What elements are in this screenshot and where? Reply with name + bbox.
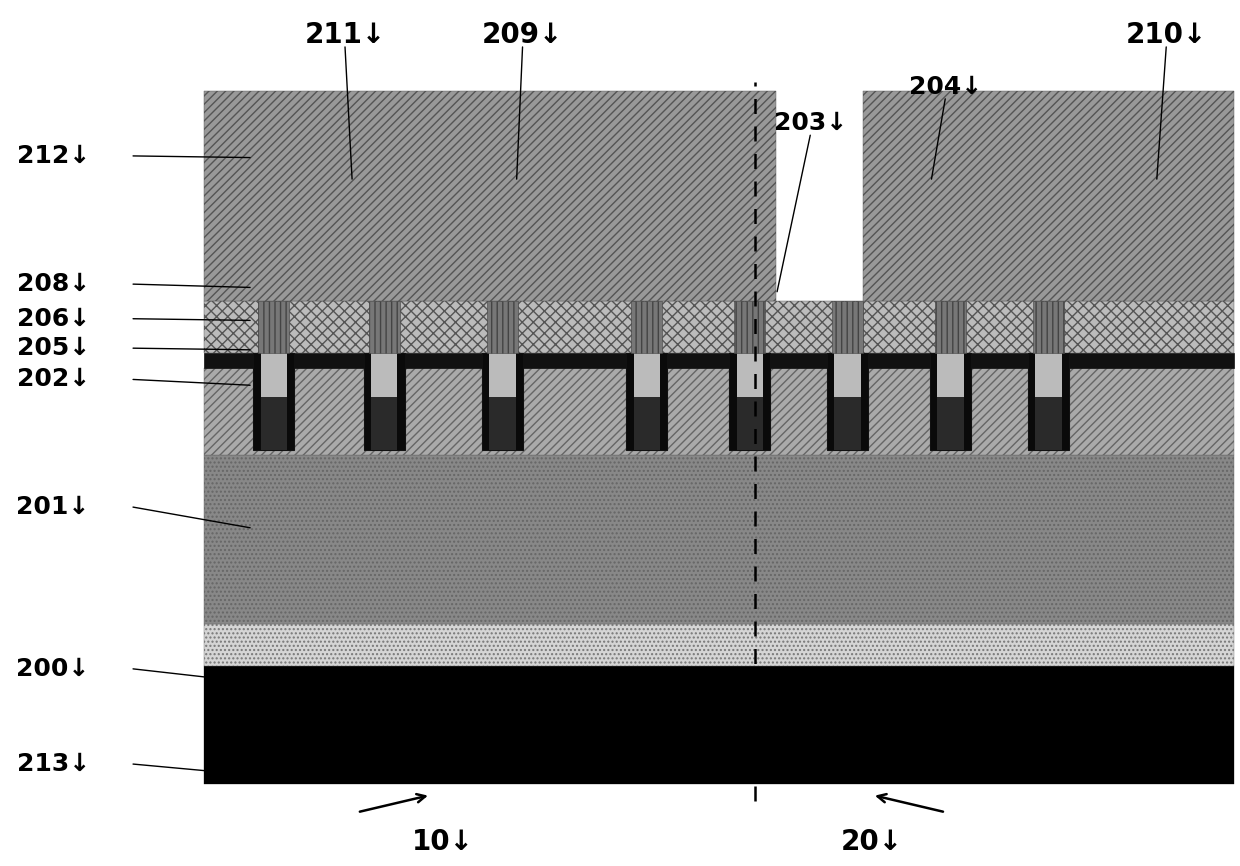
Bar bbox=[935, 301, 966, 352]
Bar bbox=[737, 397, 763, 450]
Bar bbox=[827, 352, 868, 450]
Bar bbox=[930, 352, 971, 450]
Bar bbox=[634, 352, 660, 397]
Text: 201↓: 201↓ bbox=[16, 494, 89, 519]
Text: 10↓: 10↓ bbox=[412, 828, 474, 856]
Bar bbox=[482, 352, 523, 450]
Bar bbox=[487, 301, 518, 352]
Text: 213↓: 213↓ bbox=[16, 752, 89, 776]
Bar bbox=[258, 301, 289, 352]
Bar bbox=[203, 368, 1234, 455]
Bar bbox=[937, 352, 963, 397]
Text: 206↓: 206↓ bbox=[16, 307, 89, 331]
Bar bbox=[490, 352, 516, 397]
Bar bbox=[631, 301, 662, 352]
Text: 200↓: 200↓ bbox=[16, 656, 89, 681]
Bar bbox=[1035, 397, 1061, 450]
Bar bbox=[371, 397, 397, 450]
Bar bbox=[634, 397, 660, 450]
Bar bbox=[260, 352, 288, 397]
Bar bbox=[937, 397, 963, 450]
Bar bbox=[371, 352, 397, 397]
Bar bbox=[734, 301, 765, 352]
Bar bbox=[626, 352, 667, 450]
Bar bbox=[203, 91, 775, 301]
Bar bbox=[832, 301, 863, 352]
Text: 205↓: 205↓ bbox=[16, 336, 89, 360]
Text: 210↓: 210↓ bbox=[1126, 21, 1207, 48]
Text: 202↓: 202↓ bbox=[16, 367, 89, 391]
Bar bbox=[203, 352, 1234, 368]
Bar bbox=[368, 301, 399, 352]
Bar bbox=[835, 352, 861, 397]
Bar bbox=[737, 352, 763, 397]
Bar bbox=[1033, 301, 1064, 352]
Text: 212↓: 212↓ bbox=[16, 144, 89, 168]
Bar bbox=[729, 352, 770, 450]
Text: 204↓: 204↓ bbox=[909, 74, 982, 99]
Bar bbox=[363, 352, 404, 450]
Bar bbox=[260, 397, 288, 450]
Bar bbox=[203, 666, 1234, 784]
Text: 211↓: 211↓ bbox=[304, 21, 386, 48]
Bar bbox=[1035, 352, 1061, 397]
Bar bbox=[203, 666, 1234, 784]
Bar bbox=[203, 301, 1234, 352]
Text: 20↓: 20↓ bbox=[841, 828, 903, 856]
Bar bbox=[1028, 352, 1069, 450]
Bar bbox=[253, 352, 294, 450]
Bar bbox=[863, 91, 1234, 301]
Bar bbox=[835, 397, 861, 450]
Text: 208↓: 208↓ bbox=[16, 272, 89, 296]
Bar bbox=[490, 397, 516, 450]
Bar bbox=[203, 455, 1234, 624]
Text: 209↓: 209↓ bbox=[482, 21, 563, 48]
Bar bbox=[203, 624, 1234, 666]
Text: 203↓: 203↓ bbox=[774, 111, 847, 135]
